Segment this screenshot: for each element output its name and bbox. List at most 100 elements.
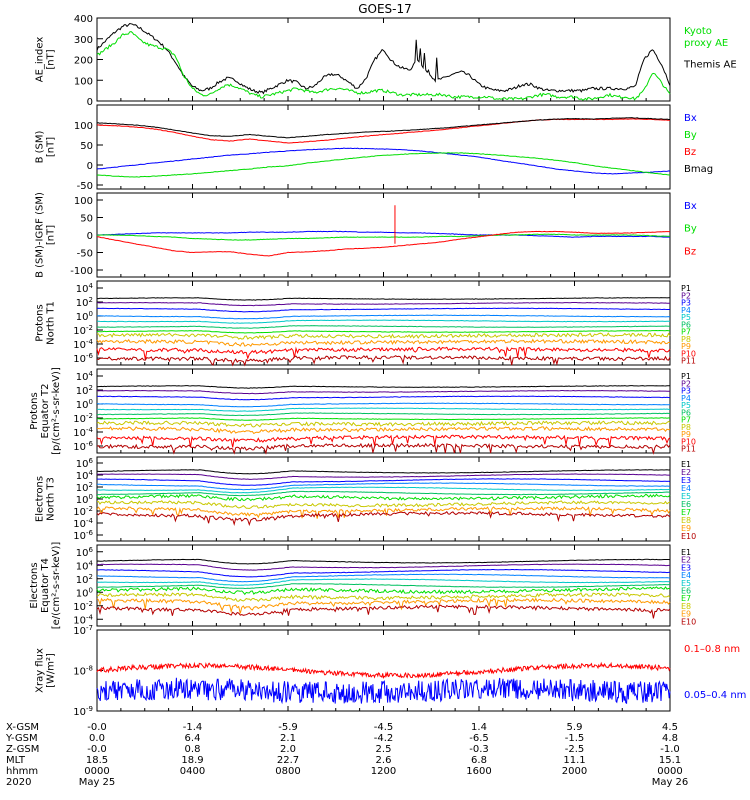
channel-label: E1	[681, 460, 691, 469]
channel-line	[96, 558, 671, 565]
channel-line	[97, 417, 671, 421]
x-tick-label: 1600	[466, 766, 491, 777]
series-line	[96, 147, 671, 175]
channel-label: P6	[681, 408, 691, 417]
series-line	[96, 22, 671, 95]
channel-label: P4	[681, 306, 691, 315]
channel-line	[96, 568, 671, 578]
channel-label: E2	[681, 556, 691, 565]
channel-line	[96, 307, 670, 313]
channel-label: P7	[681, 328, 691, 337]
legend-label: Kyoto	[684, 26, 712, 37]
channel-label: E7	[681, 508, 691, 517]
y-axis-label: [nT]	[46, 137, 57, 157]
y-tick-label: 10-4	[73, 613, 93, 626]
channel-label: E8	[681, 602, 691, 611]
channel-label: E8	[681, 516, 691, 525]
y-tick-label: 104	[76, 559, 94, 572]
channel-line	[96, 329, 670, 334]
legend-label: By	[684, 130, 697, 141]
panel-xray: Xray flux [W/m²] 10-7 10-8 10-9 0.1–0.8 nm 0.0…	[35, 624, 747, 718]
y-tick-label: 50	[80, 141, 93, 152]
channel-line	[96, 578, 671, 586]
y-tick-label: 10-4	[73, 517, 93, 530]
panel-ee: Electrons Equator T4 [e/(cm²-s-sr-keV)] 106…	[29, 542, 696, 630]
y-tick-label: 102	[76, 384, 93, 397]
y-tick-label: 100	[74, 121, 93, 132]
panel-pe: Protons Equator T2 [p/(cm²-s-sr-keV)] 10410…	[29, 367, 696, 455]
series-line	[96, 152, 671, 178]
y-tick-label: 102	[76, 573, 93, 586]
x-tick-label: -4.5	[374, 722, 394, 733]
series-line	[96, 230, 671, 238]
channel-line	[96, 505, 671, 519]
y-axis-label: Xray flux	[35, 648, 46, 693]
x-tick-label: -6.5	[469, 733, 489, 744]
legend-label: Bx	[684, 113, 697, 124]
channel-line	[96, 493, 671, 502]
channel-line	[96, 442, 671, 455]
channel-label: P10	[681, 437, 696, 446]
y-axis-label: Protons	[29, 392, 40, 429]
channel-line	[96, 434, 671, 448]
y-tick-label: 300	[74, 35, 93, 46]
channel-label: E5	[681, 579, 691, 588]
series-line	[96, 31, 671, 101]
panel-frame	[96, 104, 671, 190]
channel-label: E10	[681, 532, 696, 541]
panel-frame	[96, 280, 671, 366]
channel-line	[97, 478, 671, 486]
y-tick-label: 10-8	[73, 665, 93, 678]
x-tick-label: 2.0	[280, 744, 296, 755]
x-tick-label: 0400	[180, 766, 205, 777]
x-tick-label: -4.2	[374, 733, 394, 744]
y-axis-label: B (SM)	[35, 130, 46, 163]
y-tick-label: 104	[76, 469, 94, 482]
x-axis-table: X-GSMY-GSMZ-GSMMLThhmm2020-0.00.0-0.018.…	[5, 722, 688, 788]
y-tick-label: 10-6	[73, 352, 93, 365]
channel-line	[96, 420, 671, 428]
channel-line	[96, 385, 670, 389]
y-tick-label: 0	[87, 97, 93, 108]
channel-label: E4	[681, 571, 691, 580]
y-axis-label: Protons	[35, 304, 46, 341]
y-tick-label: 100	[76, 586, 93, 599]
x-tick-label: 6.4	[185, 733, 201, 744]
y-tick-label: 50	[80, 214, 93, 225]
x-tick-label: -5.9	[278, 722, 298, 733]
y-tick-label: -50	[77, 181, 93, 192]
x-tick-label: -1.4	[183, 722, 203, 733]
y-tick-label: 400	[74, 14, 93, 25]
channel-line	[96, 469, 671, 475]
y-tick-label: 100	[76, 398, 93, 411]
channel-line	[96, 583, 670, 590]
channel-line	[96, 354, 671, 367]
x-tick-label: 1.4	[471, 722, 487, 733]
y-tick-label: 100	[74, 196, 93, 207]
channel-line	[96, 586, 671, 596]
channel-line	[96, 407, 671, 412]
x-tick-label: 2.1	[280, 733, 296, 744]
x-tick-label: 1200	[371, 766, 396, 777]
x-row-label: Z-GSM	[6, 744, 39, 755]
channel-label: P10	[681, 349, 696, 358]
x-tick-label: 0.0	[89, 733, 105, 744]
channel-line	[96, 573, 671, 583]
y-tick-label: 10-2	[73, 600, 93, 613]
channel-line	[96, 597, 671, 614]
channel-line	[97, 412, 671, 417]
y-tick-label: 10-6	[73, 440, 93, 453]
y-tick-label: 0	[87, 231, 93, 242]
channel-label: P7	[681, 416, 691, 425]
channel-line	[96, 425, 671, 435]
x-tick-label: -0.0	[87, 722, 107, 733]
channel-line	[96, 332, 671, 340]
channel-line	[96, 301, 671, 307]
channel-label: P8	[681, 423, 691, 432]
x-tick-label: 15.1	[659, 755, 681, 766]
channel-line	[97, 297, 671, 301]
y-tick-label: 100	[76, 493, 93, 506]
y-axis-label: Electrons	[29, 562, 40, 608]
